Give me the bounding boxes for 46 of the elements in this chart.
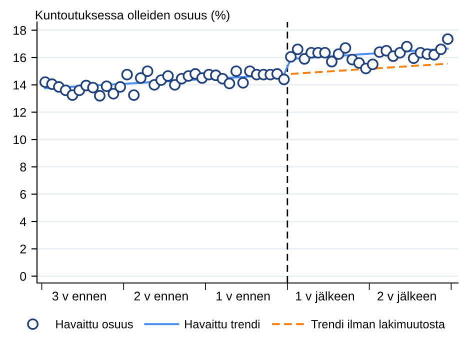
point (142, 65, 154, 77)
point (128, 89, 140, 101)
y-tick-label: 14 (14, 80, 26, 90)
x-tick-label: 2 v ennen (134, 292, 188, 301)
point (340, 42, 352, 54)
point (435, 44, 447, 56)
point (162, 70, 174, 82)
y-axis-title: Kuntoutuksessa olleiden osuus (%) (36, 10, 230, 22)
point (87, 82, 99, 94)
x-tick-label: 3 v ennen (52, 292, 106, 301)
y-tick-label: 16 (14, 53, 26, 62)
point (237, 77, 249, 89)
y-tick-label: 2 (20, 244, 26, 254)
point (169, 79, 181, 91)
point (442, 33, 454, 45)
y-tick-label: 0 (20, 272, 26, 281)
point (94, 90, 106, 102)
point (121, 68, 133, 80)
point (298, 53, 310, 65)
point (134, 72, 146, 84)
x-tick-label: 1 v jälkeen (296, 291, 354, 303)
legend-label: Havaittu trendi (185, 320, 260, 328)
point (100, 80, 112, 92)
point (326, 56, 338, 68)
y-tick-label: 8 (20, 162, 26, 172)
point (114, 81, 126, 93)
x-tick-label: 2 v jälkeen (378, 291, 436, 303)
point (401, 40, 413, 52)
point (292, 44, 304, 56)
y-tick-label: 12 (14, 108, 26, 117)
point (285, 51, 297, 63)
point (366, 58, 378, 70)
point (332, 48, 344, 60)
y-tick-label: 4 (20, 217, 26, 226)
y-tick-label: 10 (14, 135, 26, 144)
point (319, 47, 331, 58)
y-tick-label: 18 (14, 26, 26, 35)
point (108, 88, 120, 100)
x-tick-label: 1 v ennen (216, 292, 270, 301)
point (224, 78, 236, 90)
point (230, 65, 242, 77)
point (278, 74, 290, 86)
legend-label: Trendi ilman lakimuutosta (311, 320, 446, 328)
point (394, 47, 406, 58)
y-tick-label: 6 (20, 190, 26, 199)
legend-label: Havaittu osuus (56, 320, 133, 328)
